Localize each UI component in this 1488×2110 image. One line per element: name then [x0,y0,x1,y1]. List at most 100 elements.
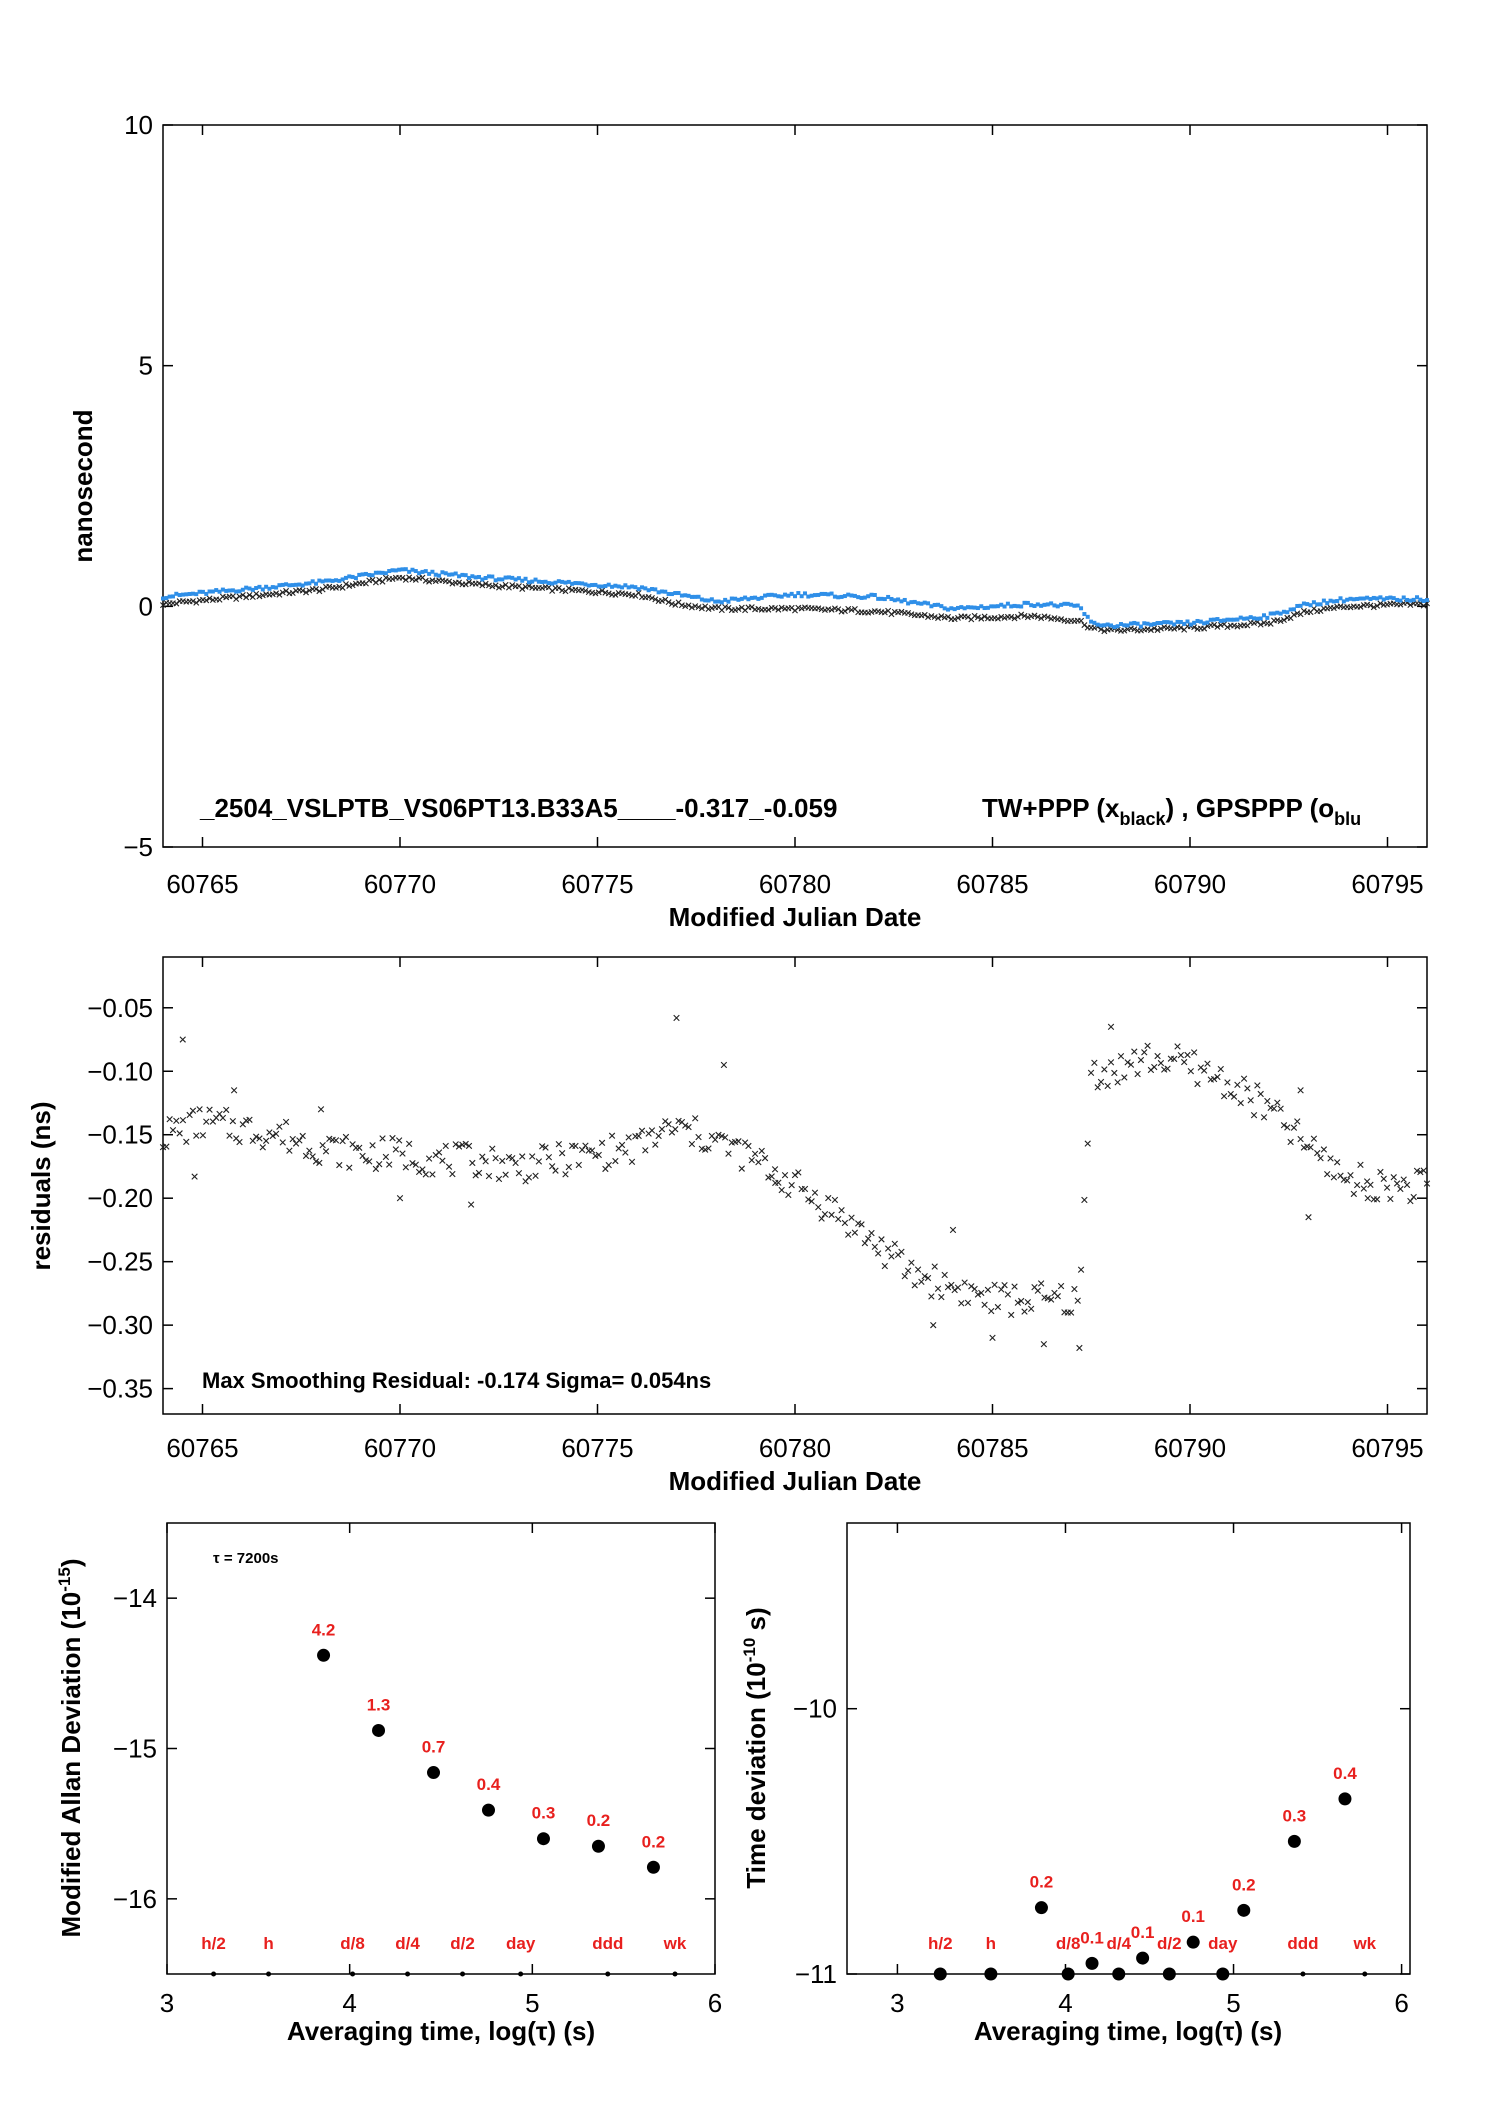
residuals-x-tick-label: 60785 [956,1433,1028,1463]
top-blue-point [463,573,468,578]
mdev-y-label-text: Modified Allan Deviation (10 [56,1592,86,1938]
top-black-point [848,606,855,613]
residual-point [492,1155,499,1162]
residual-point [1091,1059,1098,1066]
top-blue-point [220,587,225,592]
residual-point [256,1135,263,1142]
residual-point [1037,1280,1045,1287]
top-black-point [815,605,822,612]
top-black-point [964,614,971,620]
top-blue-point [1305,602,1310,607]
top-blue-point [669,592,674,597]
residual-point [1327,1155,1334,1162]
top-blue-point [902,597,907,602]
residual-point [1373,1196,1381,1203]
residual-point [1084,1140,1091,1147]
top-black-point [1021,612,1028,619]
top-blue-point [749,595,754,600]
top-black-point [625,591,632,598]
residual-point [485,1172,493,1180]
residual-point [395,1137,403,1144]
top-blue-point [1232,617,1237,622]
residual-point [588,1147,596,1154]
top-blue-point [639,585,644,590]
residual-point [1330,1174,1338,1181]
top-blue-point [403,567,408,572]
top-blue-point [1318,602,1323,607]
mdev-point [536,1832,550,1846]
top-blue-point [1415,595,1420,600]
residual-point [475,1169,483,1177]
residual-point [1314,1149,1321,1157]
top-black-point [389,575,396,582]
residual-point [276,1123,283,1130]
top-blue-point [483,576,488,581]
residual-point [658,1125,666,1133]
residual-point [672,1126,679,1133]
top-blue-point [899,599,904,604]
mdev-reference-dot [350,1971,356,1977]
top-blue-point [390,568,395,573]
residual-point [835,1215,842,1223]
top-blue-point [1338,596,1343,601]
top-blue-point [673,591,678,596]
residual-point [838,1207,845,1214]
residuals-x-tick-label: 60765 [166,1433,238,1463]
top-blue-point [999,602,1004,607]
top-black-point [256,593,263,600]
tdev-point-label: 0.1 [1131,1923,1155,1942]
top-blue-point [1228,617,1233,622]
mdev-reference-label: d/8 [340,1934,365,1953]
top-blue-point [194,592,199,597]
residual-point [229,1117,237,1125]
residual-point [425,1155,433,1162]
residual-point [1377,1168,1384,1176]
top-blue-point [264,584,269,589]
top-blue-point [400,567,405,572]
top-blue-point [440,570,445,575]
top-blue-point [746,597,751,602]
top-blue-point [1192,620,1197,625]
tdev-point-label: 0.3 [1283,1806,1307,1825]
residual-point [805,1196,812,1203]
residual-point [861,1239,869,1247]
top-blue-point [659,589,664,594]
residual-point [828,1211,835,1219]
residual-point [924,1274,932,1282]
top-blue-point [952,607,957,612]
tdev-point-label: 0.1 [1080,1928,1104,1947]
top-blue-point [949,606,954,611]
top-blue-point [1321,598,1326,603]
top-black-point [466,579,473,586]
top-blue-point [480,577,485,582]
tdev-point-label: 0.2 [1232,1875,1256,1894]
residual-point [439,1157,446,1164]
residual-point [286,1147,293,1154]
residual-point [871,1243,879,1251]
tdev-reference-dot [1166,1971,1172,1977]
top-black-point [708,605,715,612]
residual-point [642,1147,649,1154]
residual-point [1074,1297,1081,1304]
top-blue-point [570,581,575,586]
top-blue-point [410,567,415,572]
top-black-point [1337,603,1344,610]
residual-point [1087,1069,1095,1076]
top-black-point [931,614,938,621]
top-legend: TW+PPP (xblack) , GPSPPP (oblu [982,793,1361,829]
top-blue-point [1138,624,1143,629]
mdev-x-tick-label: 6 [708,1988,722,2018]
top-blue-point [1142,621,1147,626]
top-blue-point [1178,619,1183,624]
top-blue-point [816,592,821,597]
residual-point [259,1144,266,1151]
top-blue-point [839,594,844,599]
top-black-point [1058,616,1065,623]
residual-point [386,1161,393,1168]
residual-point [1224,1079,1231,1086]
residual-point [179,1117,187,1124]
top-blue-point [300,583,305,588]
mdev-reference-label: day [506,1934,536,1953]
top-blue-point [161,596,165,601]
